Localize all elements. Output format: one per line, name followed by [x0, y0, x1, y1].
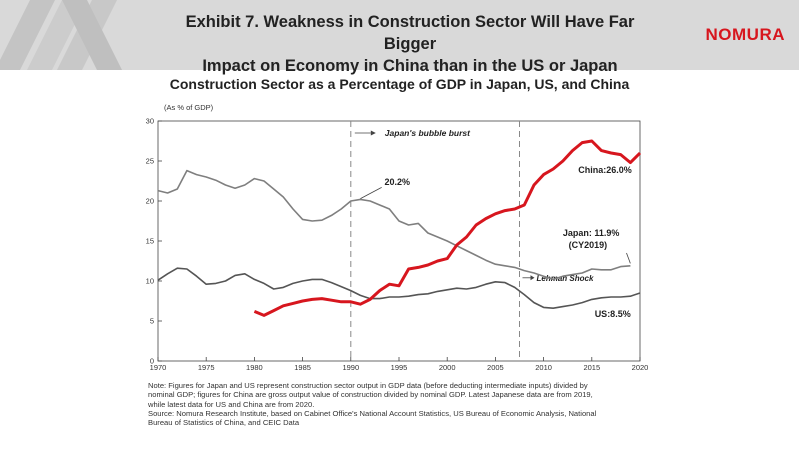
x-tick-label: 2020 — [632, 363, 649, 372]
header-banner: Exhibit 7. Weakness in Construction Sect… — [0, 0, 799, 75]
chart-notes: Note: Figures for Japan and US represent… — [148, 381, 648, 427]
note-line-1: Note: Figures for Japan and US represent… — [148, 381, 588, 390]
note-line-2: nominal GDP; figures for China are gross… — [148, 390, 593, 400]
source-line-1: Source: Nomura Research Institute, based… — [148, 408, 597, 418]
y-tick-label: 30 — [146, 117, 154, 126]
annotation-peak: 20.2% — [385, 177, 411, 187]
annotation-leader — [626, 252, 631, 264]
chart-title: Construction Sector as a Percentage of G… — [169, 76, 630, 92]
y-tick-label: 25 — [146, 157, 154, 166]
y-tick-label: 15 — [146, 237, 154, 246]
series-line-japan — [157, 169, 631, 281]
x-tick-label: 1980 — [246, 363, 263, 372]
x-tick-label: 1995 — [391, 363, 408, 372]
nomura-logo: NOMURA — [705, 25, 785, 44]
series-line-china — [253, 139, 642, 317]
event-arrow-head — [530, 275, 535, 281]
source-line-2: Bureau of Statistics of China, and CEIC … — [148, 418, 300, 428]
event-arrow-head — [370, 130, 376, 136]
x-tick-label: 1990 — [342, 363, 359, 372]
annotation-leader — [360, 187, 382, 199]
event-label: Lehman Shock — [537, 274, 594, 283]
y-tick-label: 20 — [146, 197, 154, 206]
y-tick-label: 5 — [150, 317, 154, 326]
y-tick-label: 10 — [146, 277, 154, 286]
note-line-3: while latest data for US and China are f… — [148, 399, 315, 409]
exhibit-title-line2: Impact on Economy in China than in the U… — [202, 57, 618, 75]
y-tick-label: 0 — [150, 357, 154, 366]
x-tick-label: 1975 — [198, 363, 215, 372]
x-tick-label: 2015 — [583, 363, 600, 372]
x-tick-label: 1985 — [294, 363, 311, 372]
annotation-japan-year: (CY2019) — [569, 240, 608, 250]
x-tick-label: 1970 — [150, 363, 167, 372]
x-tick-label: 2005 — [487, 363, 504, 372]
stripe-decoration-icon — [0, 0, 122, 70]
exhibit-title: Exhibit 7. Weakness in Construction Sect… — [160, 11, 660, 77]
event-label: Japan's bubble burst — [385, 128, 471, 138]
annotation-china: China:26.0% — [578, 165, 632, 175]
annotation-us: US:8.5% — [595, 309, 631, 319]
x-tick-label: 2000 — [439, 363, 456, 372]
annotation-japan: Japan: 11.9% — [563, 228, 620, 238]
x-tick-label: 2010 — [535, 363, 552, 372]
y-axis-label: (As % of GDP) — [164, 103, 214, 112]
exhibit-title-line1: Exhibit 7. Weakness in Construction Sect… — [185, 13, 635, 53]
series-line-us — [157, 267, 641, 309]
